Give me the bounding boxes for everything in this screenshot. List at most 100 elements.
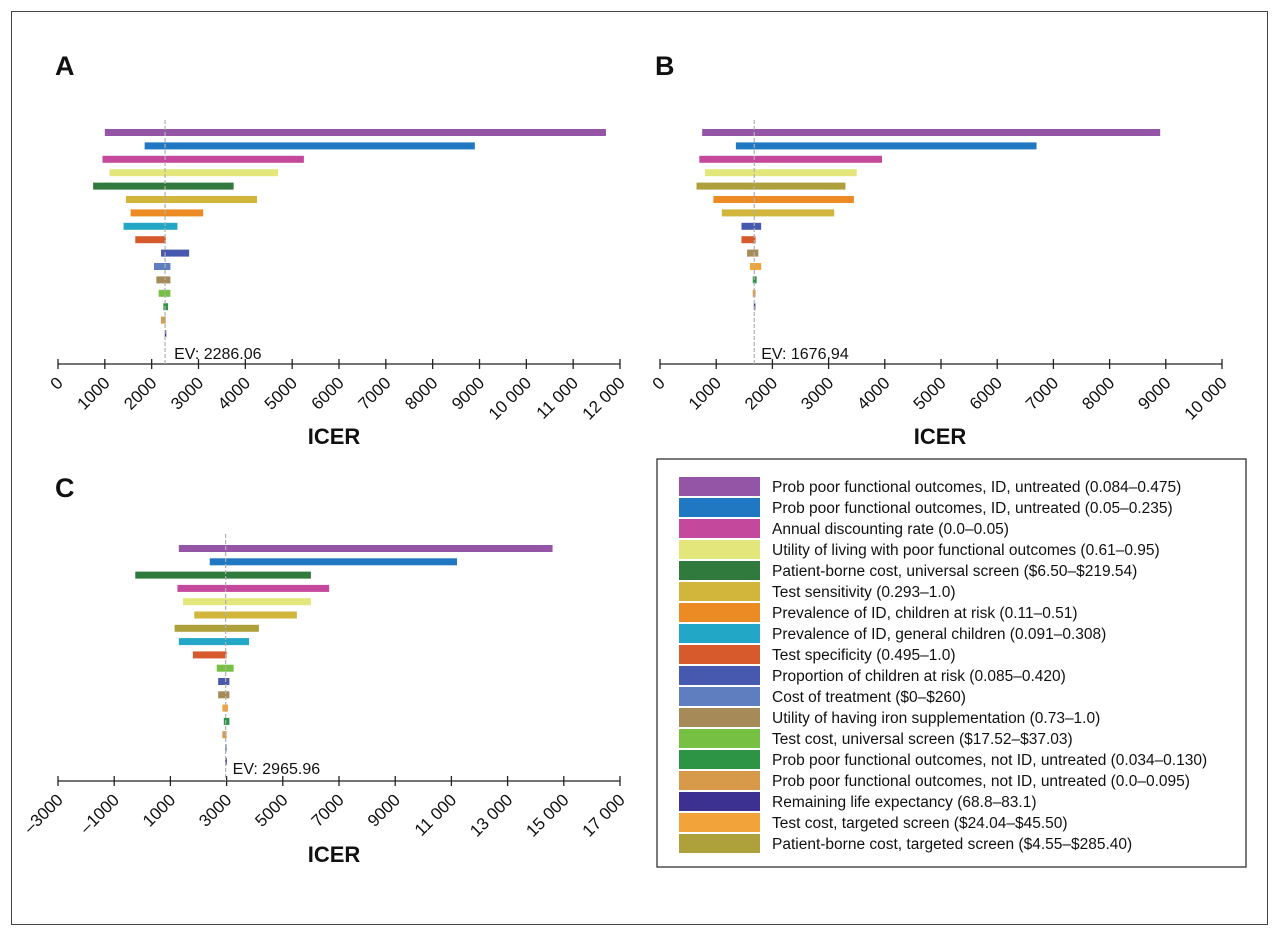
bar-c	[218, 678, 230, 685]
legend-label: Test specificity (0.495–1.0)	[772, 647, 956, 664]
legend-swatch	[679, 666, 760, 685]
bar-b	[713, 196, 854, 203]
x-axis-title-b: ICER	[914, 424, 967, 449]
bar-a	[163, 303, 169, 311]
x-tick-label-b: 9000	[1134, 373, 1174, 413]
legend-label: Test cost, universal screen ($17.52–$37.…	[772, 731, 1073, 748]
x-tick-label-c: 11 000	[411, 790, 460, 839]
x-tick-label-c: 7000	[308, 790, 348, 830]
ev-label-a: EV: 2286.06	[174, 346, 262, 363]
legend-swatch	[679, 792, 760, 811]
panel-c: –3000 –1000 1000 3000 5000 7000 9000 11 000 13 0…	[20, 534, 629, 841]
x-tick-label-a: 5000	[261, 373, 301, 413]
x-tick-label-a: 1000	[73, 373, 113, 413]
x-tick-label-a: 4000	[214, 373, 254, 413]
bar-a	[130, 209, 204, 217]
x-tick-label-b: 4000	[853, 373, 893, 413]
bar-c	[135, 571, 311, 579]
legend-label: Patient-borne cost, targeted screen ($4.…	[772, 836, 1132, 853]
legend-label: Prob poor functional outcomes, not ID, u…	[772, 773, 1190, 790]
legend-box	[656, 458, 1247, 868]
x-tick-label-b: 0	[649, 373, 669, 393]
legend-swatch	[679, 645, 760, 664]
bar-a	[123, 222, 178, 230]
bar-c	[218, 691, 230, 699]
legend-swatch	[679, 540, 760, 559]
x-tick-label-a: 0	[47, 373, 67, 393]
bar-a	[144, 142, 475, 150]
bar-a	[93, 182, 234, 190]
x-tick-label-a: 9000	[448, 373, 488, 413]
x-tick-label-b: 6000	[966, 373, 1006, 413]
legend-swatch	[679, 750, 760, 769]
bar-b	[741, 236, 756, 244]
x-tick-label-c: 13 000	[466, 790, 516, 840]
bar-b	[749, 263, 762, 270]
x-tick-label-c: 15 000	[522, 790, 572, 840]
bar-b	[747, 249, 759, 257]
x-tick-label-b: 5000	[910, 373, 950, 413]
legend-swatch	[679, 477, 760, 496]
legend-swatch	[679, 687, 760, 706]
legend-label: Prevalence of ID, children at risk (0.11…	[772, 605, 1078, 622]
legend-label: Prob poor functional outcomes, ID, untre…	[772, 500, 1173, 517]
legend-label: Prob poor functional outcomes, ID, untre…	[772, 479, 1181, 496]
legend-swatch	[679, 561, 760, 580]
legend-swatch	[679, 729, 760, 748]
panel-a: 0 1000 2000 3000 4000 5000 6000 7000 8000 900010 …	[47, 120, 629, 424]
bar-b	[752, 289, 756, 297]
legend-label: Prevalence of ID, general children (0.09…	[772, 626, 1106, 643]
bar-a	[161, 249, 190, 257]
x-tick-label-b: 8000	[1078, 373, 1118, 413]
bar-c	[222, 731, 227, 739]
bar-c	[209, 558, 458, 566]
x-tick-label-c: –1000	[76, 790, 123, 837]
legend-swatch	[679, 834, 760, 853]
bar-c	[177, 584, 330, 592]
legend-label: Utility of living with poor functional o…	[772, 542, 1160, 559]
bar-b	[702, 129, 1161, 136]
panel-label-b: B	[655, 51, 675, 81]
x-tick-label-b: 2000	[741, 373, 781, 413]
x-tick-label-a: 6000	[308, 373, 348, 413]
legend-label: Annual discounting rate (0.0–0.05)	[772, 521, 1009, 538]
x-tick-label-a: 3000	[167, 373, 207, 413]
x-tick-label-c: 1000	[139, 790, 179, 830]
x-tick-label-a: 2000	[120, 373, 160, 413]
bar-c	[223, 717, 230, 725]
bar-c	[178, 545, 553, 552]
x-tick-label-a: 12 000	[579, 373, 629, 423]
x-axis-title-c: ICER	[308, 842, 361, 867]
bar-c	[178, 638, 250, 646]
bar-a	[125, 196, 258, 203]
x-axis-title-a: ICER	[308, 424, 361, 449]
x-tick-label-c: 5000	[251, 790, 291, 830]
x-tick-label-c: 9000	[364, 790, 404, 830]
x-tick-label-c: –3000	[20, 790, 67, 837]
bar-a	[156, 276, 171, 284]
legend-label: Patient-borne cost, universal screen ($6…	[772, 563, 1137, 580]
bar-c	[194, 611, 297, 619]
bar-b	[735, 142, 1037, 150]
x-tick-label-c: 3000	[195, 790, 235, 830]
bar-a	[102, 155, 304, 163]
bar-a	[109, 169, 279, 177]
ev-label-b: EV: 1676.94	[761, 346, 849, 363]
bar-a	[161, 316, 166, 324]
bar-c	[192, 651, 227, 659]
legend-swatch	[679, 498, 760, 517]
panel-label-c: C	[55, 473, 75, 503]
legend-swatch	[679, 603, 760, 622]
bar-c	[174, 624, 259, 632]
legend-label: Test cost, targeted screen ($24.04–$45.5…	[772, 815, 1068, 832]
ev-label-c: EV: 2965.96	[233, 761, 321, 778]
legend: Prob poor functional outcomes, ID, untre…	[679, 477, 1207, 853]
legend-label: Test sensitivity (0.293–1.0)	[772, 584, 956, 601]
panel-label-a: A	[55, 51, 75, 81]
bar-c	[225, 757, 227, 765]
x-tick-label-b: 10 000	[1181, 373, 1231, 423]
panel-b: 0 1000 2000 3000 4000 5000 6000 7000 8000 9000 10 …	[649, 120, 1231, 424]
legend-swatch	[679, 708, 760, 727]
x-tick-label-b: 7000	[1022, 373, 1062, 413]
legend-label: Prob poor functional outcomes, not ID, u…	[772, 752, 1207, 769]
